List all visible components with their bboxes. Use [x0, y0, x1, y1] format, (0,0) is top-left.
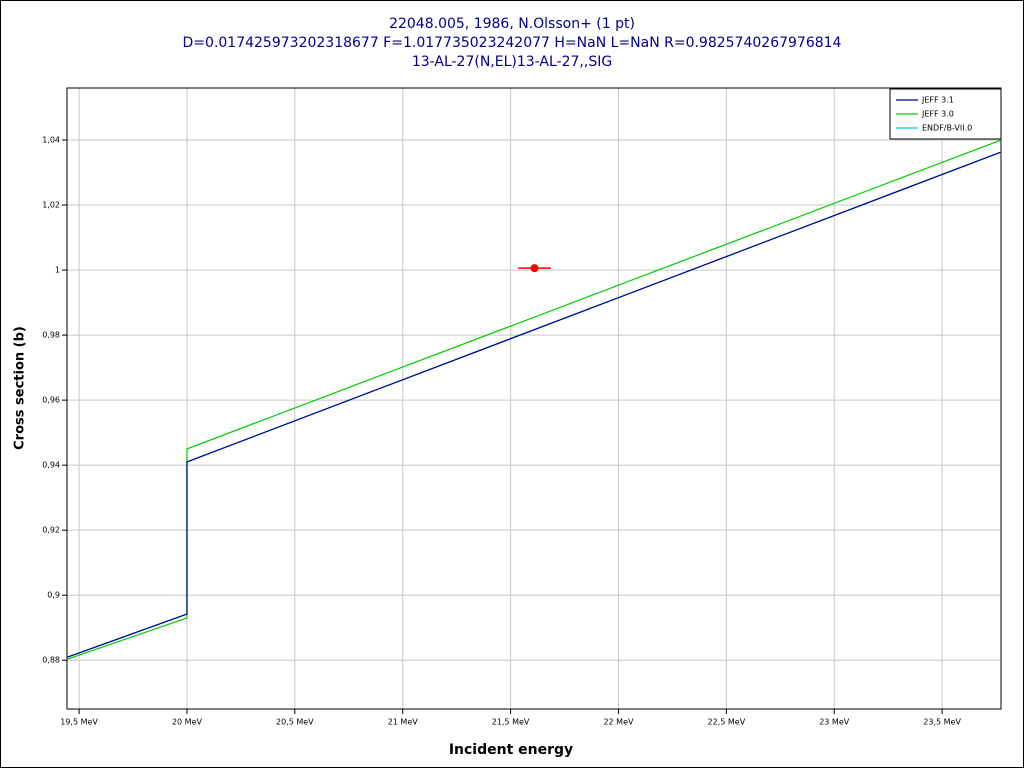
x-tick-label: 19,5 MeV	[60, 718, 98, 727]
legend-label: ENDF/B-VII.0	[922, 124, 972, 133]
y-tick-label: 0,98	[42, 331, 60, 340]
y-tick-label: 0,92	[42, 526, 60, 535]
x-tick-label: 22 MeV	[603, 718, 634, 727]
x-tick-label: 23,5 MeV	[923, 718, 961, 727]
y-tick-label: 0,94	[42, 461, 60, 470]
reaction-label: 13-AL-27(N,EL)13-AL-27,,SIG	[412, 54, 612, 70]
legend-label: JEFF 3.1	[921, 96, 954, 105]
chart-title: 22048.005, 1986, N.Olsson+ (1 pt)	[389, 16, 635, 32]
y-axis-label: Cross section (b)	[13, 326, 28, 450]
x-tick-label: 20,5 MeV	[276, 718, 314, 727]
y-tick-label: 0,96	[42, 396, 60, 405]
legend-label: JEFF 3.0	[921, 110, 954, 119]
data-point	[530, 264, 539, 273]
x-axis-label: Incident energy	[449, 742, 573, 758]
x-tick-label: 21 MeV	[388, 718, 419, 727]
series-line	[66, 151, 1002, 658]
chart-subtitle: D=0.017425973202318677 F=1.0177350232420…	[183, 35, 842, 51]
y-tick-label: 1	[55, 266, 60, 275]
y-tick-label: 0,88	[42, 656, 60, 665]
x-tick-label: 23 MeV	[819, 718, 850, 727]
legend: JEFF 3.1 JEFF 3.0 ENDF/B-VII.0	[889, 88, 1002, 140]
y-tick-label: 1,02	[42, 201, 60, 210]
x-tick-label: 20 MeV	[172, 718, 203, 727]
y-tick-label: 0,9	[47, 591, 60, 600]
x-tick-label: 21,5 MeV	[492, 718, 530, 727]
plot-area	[66, 87, 1002, 710]
y-tick-label: 1,04	[42, 136, 60, 145]
x-tick-label: 22,5 MeV	[708, 718, 746, 727]
